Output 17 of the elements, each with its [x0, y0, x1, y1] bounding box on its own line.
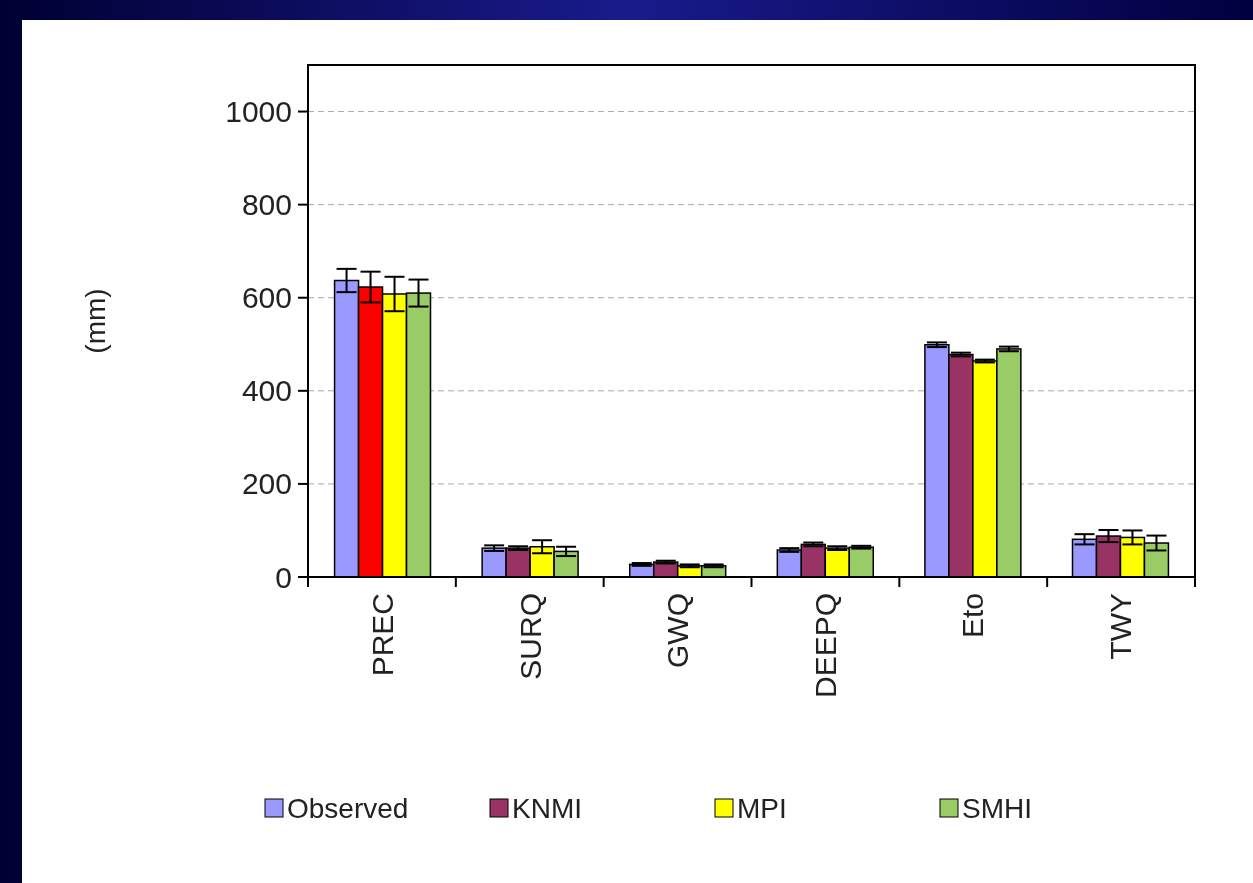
y-tick-label: 200 — [241, 467, 292, 501]
x-tick-label: PREC — [366, 593, 400, 677]
x-tick-label: DEEPQ — [808, 593, 842, 699]
y-axis-title: (mm) — [79, 288, 111, 354]
y-tick-label: 0 — [275, 560, 292, 594]
x-tick-label: GWQ — [661, 593, 695, 668]
legend-label: Observed — [287, 792, 409, 824]
legend-label: MPI — [737, 792, 787, 824]
y-tick-label: 400 — [241, 374, 292, 408]
y-tick-label: 1000 — [225, 95, 292, 129]
x-tick-label: Eto — [956, 593, 990, 639]
legend-label: SMHI — [962, 792, 1032, 824]
legend-label: KNMI — [512, 792, 582, 824]
x-tick-label: SURQ — [513, 593, 547, 680]
y-tick-label: 600 — [241, 281, 292, 315]
x-tick-label: TWY — [1103, 593, 1137, 660]
y-tick-label: 800 — [241, 188, 292, 222]
